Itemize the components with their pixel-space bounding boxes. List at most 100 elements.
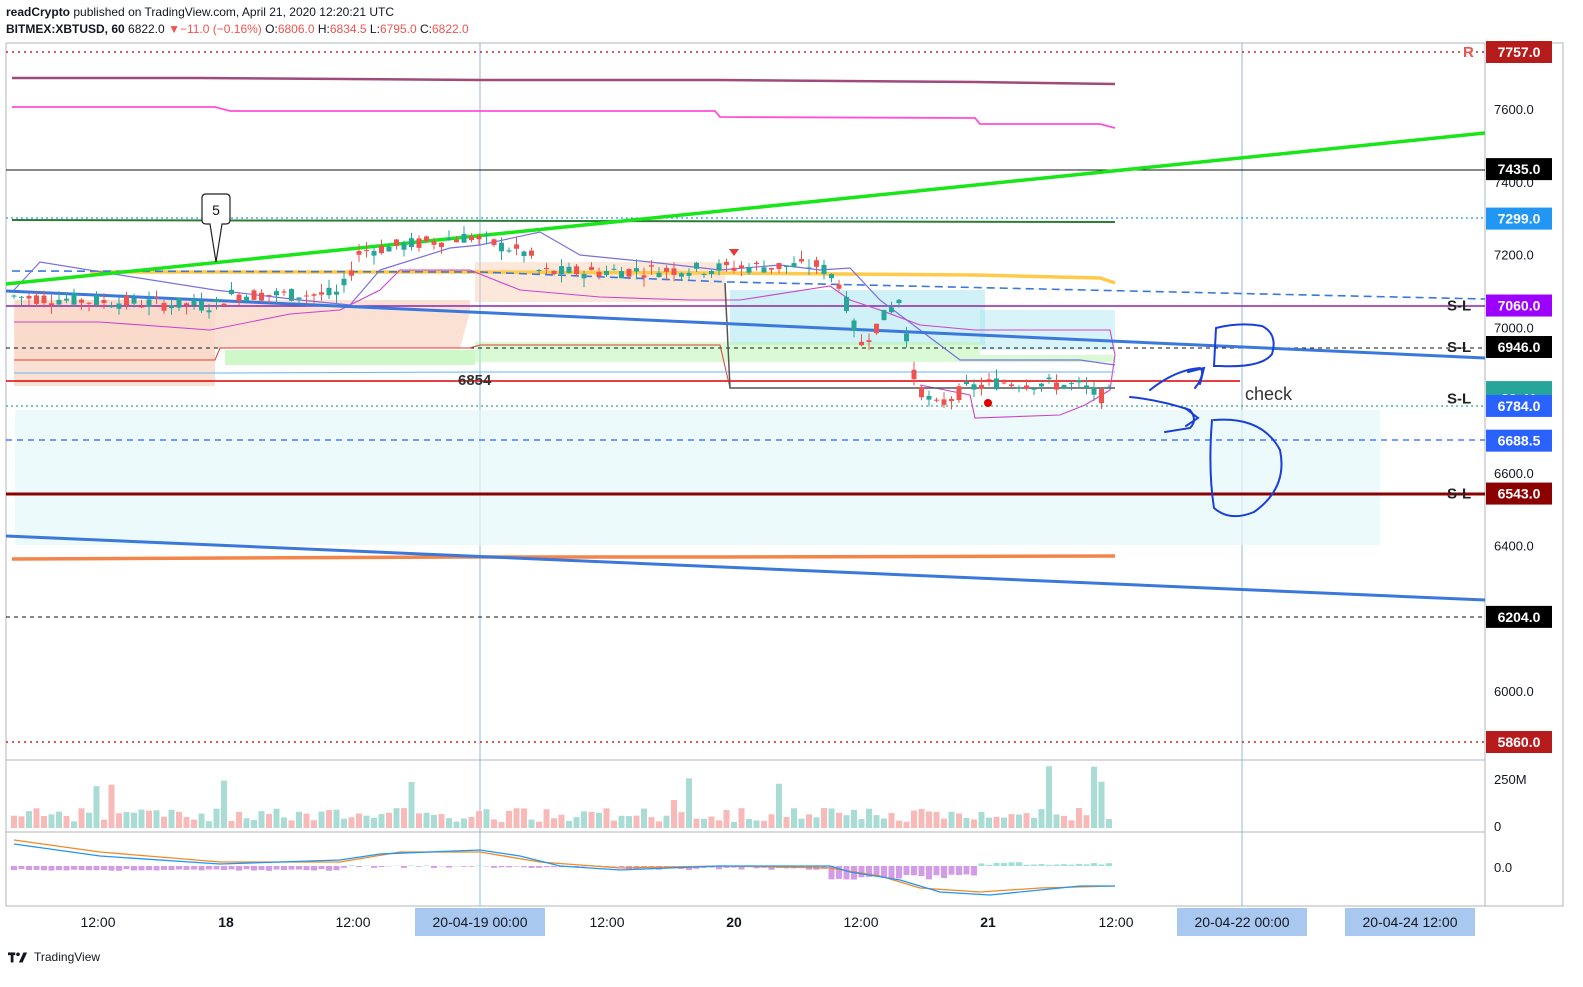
macd-histogram-bar xyxy=(123,866,130,870)
price-label-bg xyxy=(1486,605,1552,628)
candle xyxy=(311,293,317,304)
macd-histogram-bar xyxy=(1008,862,1015,866)
candle xyxy=(499,237,504,261)
candle xyxy=(994,369,999,391)
symbol-label[interactable]: BITMEX:XBTUSD, 60 xyxy=(6,22,125,36)
volume-bar xyxy=(521,808,527,828)
volume-bar xyxy=(813,817,820,828)
price-label-text: 7299.0 xyxy=(1498,211,1541,227)
macd-histogram-bar xyxy=(513,866,520,867)
macd-histogram-bar xyxy=(423,865,430,866)
macd-histogram-bar xyxy=(1016,862,1022,866)
volume-bar xyxy=(731,821,737,828)
price-label-text: 6543.0 xyxy=(1498,486,1541,502)
macd-histogram-bar xyxy=(941,866,947,878)
volume-bar xyxy=(828,808,835,828)
green-trendline[interactable] xyxy=(5,131,1486,286)
macd-histogram-bar xyxy=(11,866,17,871)
macd-histogram-bar xyxy=(491,866,497,868)
price-label-bg xyxy=(1486,335,1552,358)
candle xyxy=(881,309,887,321)
candle xyxy=(521,250,527,263)
volume-bar xyxy=(701,818,707,828)
candle xyxy=(146,291,152,316)
macd-histogram-bar xyxy=(348,865,355,866)
low-value: 6795.0 xyxy=(379,22,417,36)
blue-trendline-lower[interactable] xyxy=(5,534,1486,602)
candle xyxy=(11,294,17,299)
candle xyxy=(431,237,437,250)
candle xyxy=(64,292,69,304)
volume-bar xyxy=(1091,766,1097,828)
macd-histogram-bar xyxy=(206,866,212,870)
price-tick-label: 7000.0 xyxy=(1494,320,1534,335)
candle xyxy=(791,256,797,268)
volume-bar xyxy=(761,820,767,828)
macd-histogram-bar xyxy=(296,866,302,870)
candle xyxy=(581,270,587,288)
candle xyxy=(626,268,632,280)
candle xyxy=(701,272,707,278)
macd-histogram-bar xyxy=(596,865,602,866)
macd-histogram-bar xyxy=(1076,863,1082,866)
price-label-text: 6784.0 xyxy=(1498,398,1541,414)
volume-bar xyxy=(63,815,70,828)
macd-series xyxy=(11,839,1116,896)
candle xyxy=(566,262,572,274)
candle xyxy=(544,263,549,274)
macd-histogram-bar xyxy=(716,866,722,870)
volume-bar xyxy=(558,814,565,828)
volume-bar xyxy=(611,820,617,828)
price-label-bg xyxy=(1486,158,1552,181)
macd-histogram-bar xyxy=(311,866,317,871)
volume-bar xyxy=(656,821,662,828)
price-labels: 7757.07435.07299.07060.0S-L6946.0S-L6822… xyxy=(1447,41,1552,753)
volume-bar xyxy=(453,821,460,828)
macd-histogram-bar xyxy=(506,866,512,868)
time-axis[interactable]: 12:00 18 12:00 20-04-19 00:00 12:00 20 12:00 21… xyxy=(80,908,1475,936)
volume-bar xyxy=(888,812,895,828)
macd-histogram-bar xyxy=(198,866,205,871)
blue-trendline-upper[interactable] xyxy=(5,289,1486,360)
candle xyxy=(514,237,519,256)
macd-histogram-bar xyxy=(528,866,535,868)
sl-label: S-L xyxy=(1447,390,1471,407)
close-label: C: xyxy=(419,22,432,36)
candle xyxy=(491,238,497,247)
time-tick-label: 21 xyxy=(980,914,996,930)
volume-bar xyxy=(116,813,122,828)
volume-bar xyxy=(1061,815,1067,828)
macd-histogram-bar xyxy=(1106,863,1112,866)
price-label-bg xyxy=(1486,41,1552,63)
macd-histogram-bar xyxy=(461,866,467,867)
macd-line xyxy=(13,843,1115,896)
volume-bar xyxy=(56,811,62,828)
candle xyxy=(439,242,444,254)
volume-bar xyxy=(183,817,190,828)
footer-brand[interactable]: TradingView xyxy=(34,950,101,964)
macd-histogram-bar xyxy=(971,866,977,876)
indicator-curves xyxy=(11,76,1486,561)
volume-bar xyxy=(123,811,130,828)
macd-histogram-bar xyxy=(131,866,137,871)
wave-callout[interactable]: 5 xyxy=(201,193,231,263)
candle xyxy=(371,246,377,265)
volume-bar xyxy=(821,808,827,828)
volume-bar xyxy=(251,819,257,828)
macd-histogram-bar xyxy=(56,866,62,871)
volume-bar xyxy=(146,810,152,828)
author-name[interactable]: readCrypto xyxy=(6,5,71,19)
tradingview-logo-icon xyxy=(8,952,28,963)
price-label-text: 6946.0 xyxy=(1498,339,1541,355)
candle xyxy=(911,361,917,386)
volume-bar xyxy=(783,816,790,828)
volume-bar xyxy=(483,809,490,828)
volume-bar xyxy=(168,809,175,828)
macd-histogram-bar xyxy=(183,866,190,870)
macd-histogram-bar xyxy=(1001,862,1007,866)
candle xyxy=(424,235,429,243)
macd-histogram-bar xyxy=(108,866,115,871)
candle xyxy=(79,298,84,310)
price-tick-label: 6400.0 xyxy=(1494,539,1534,554)
